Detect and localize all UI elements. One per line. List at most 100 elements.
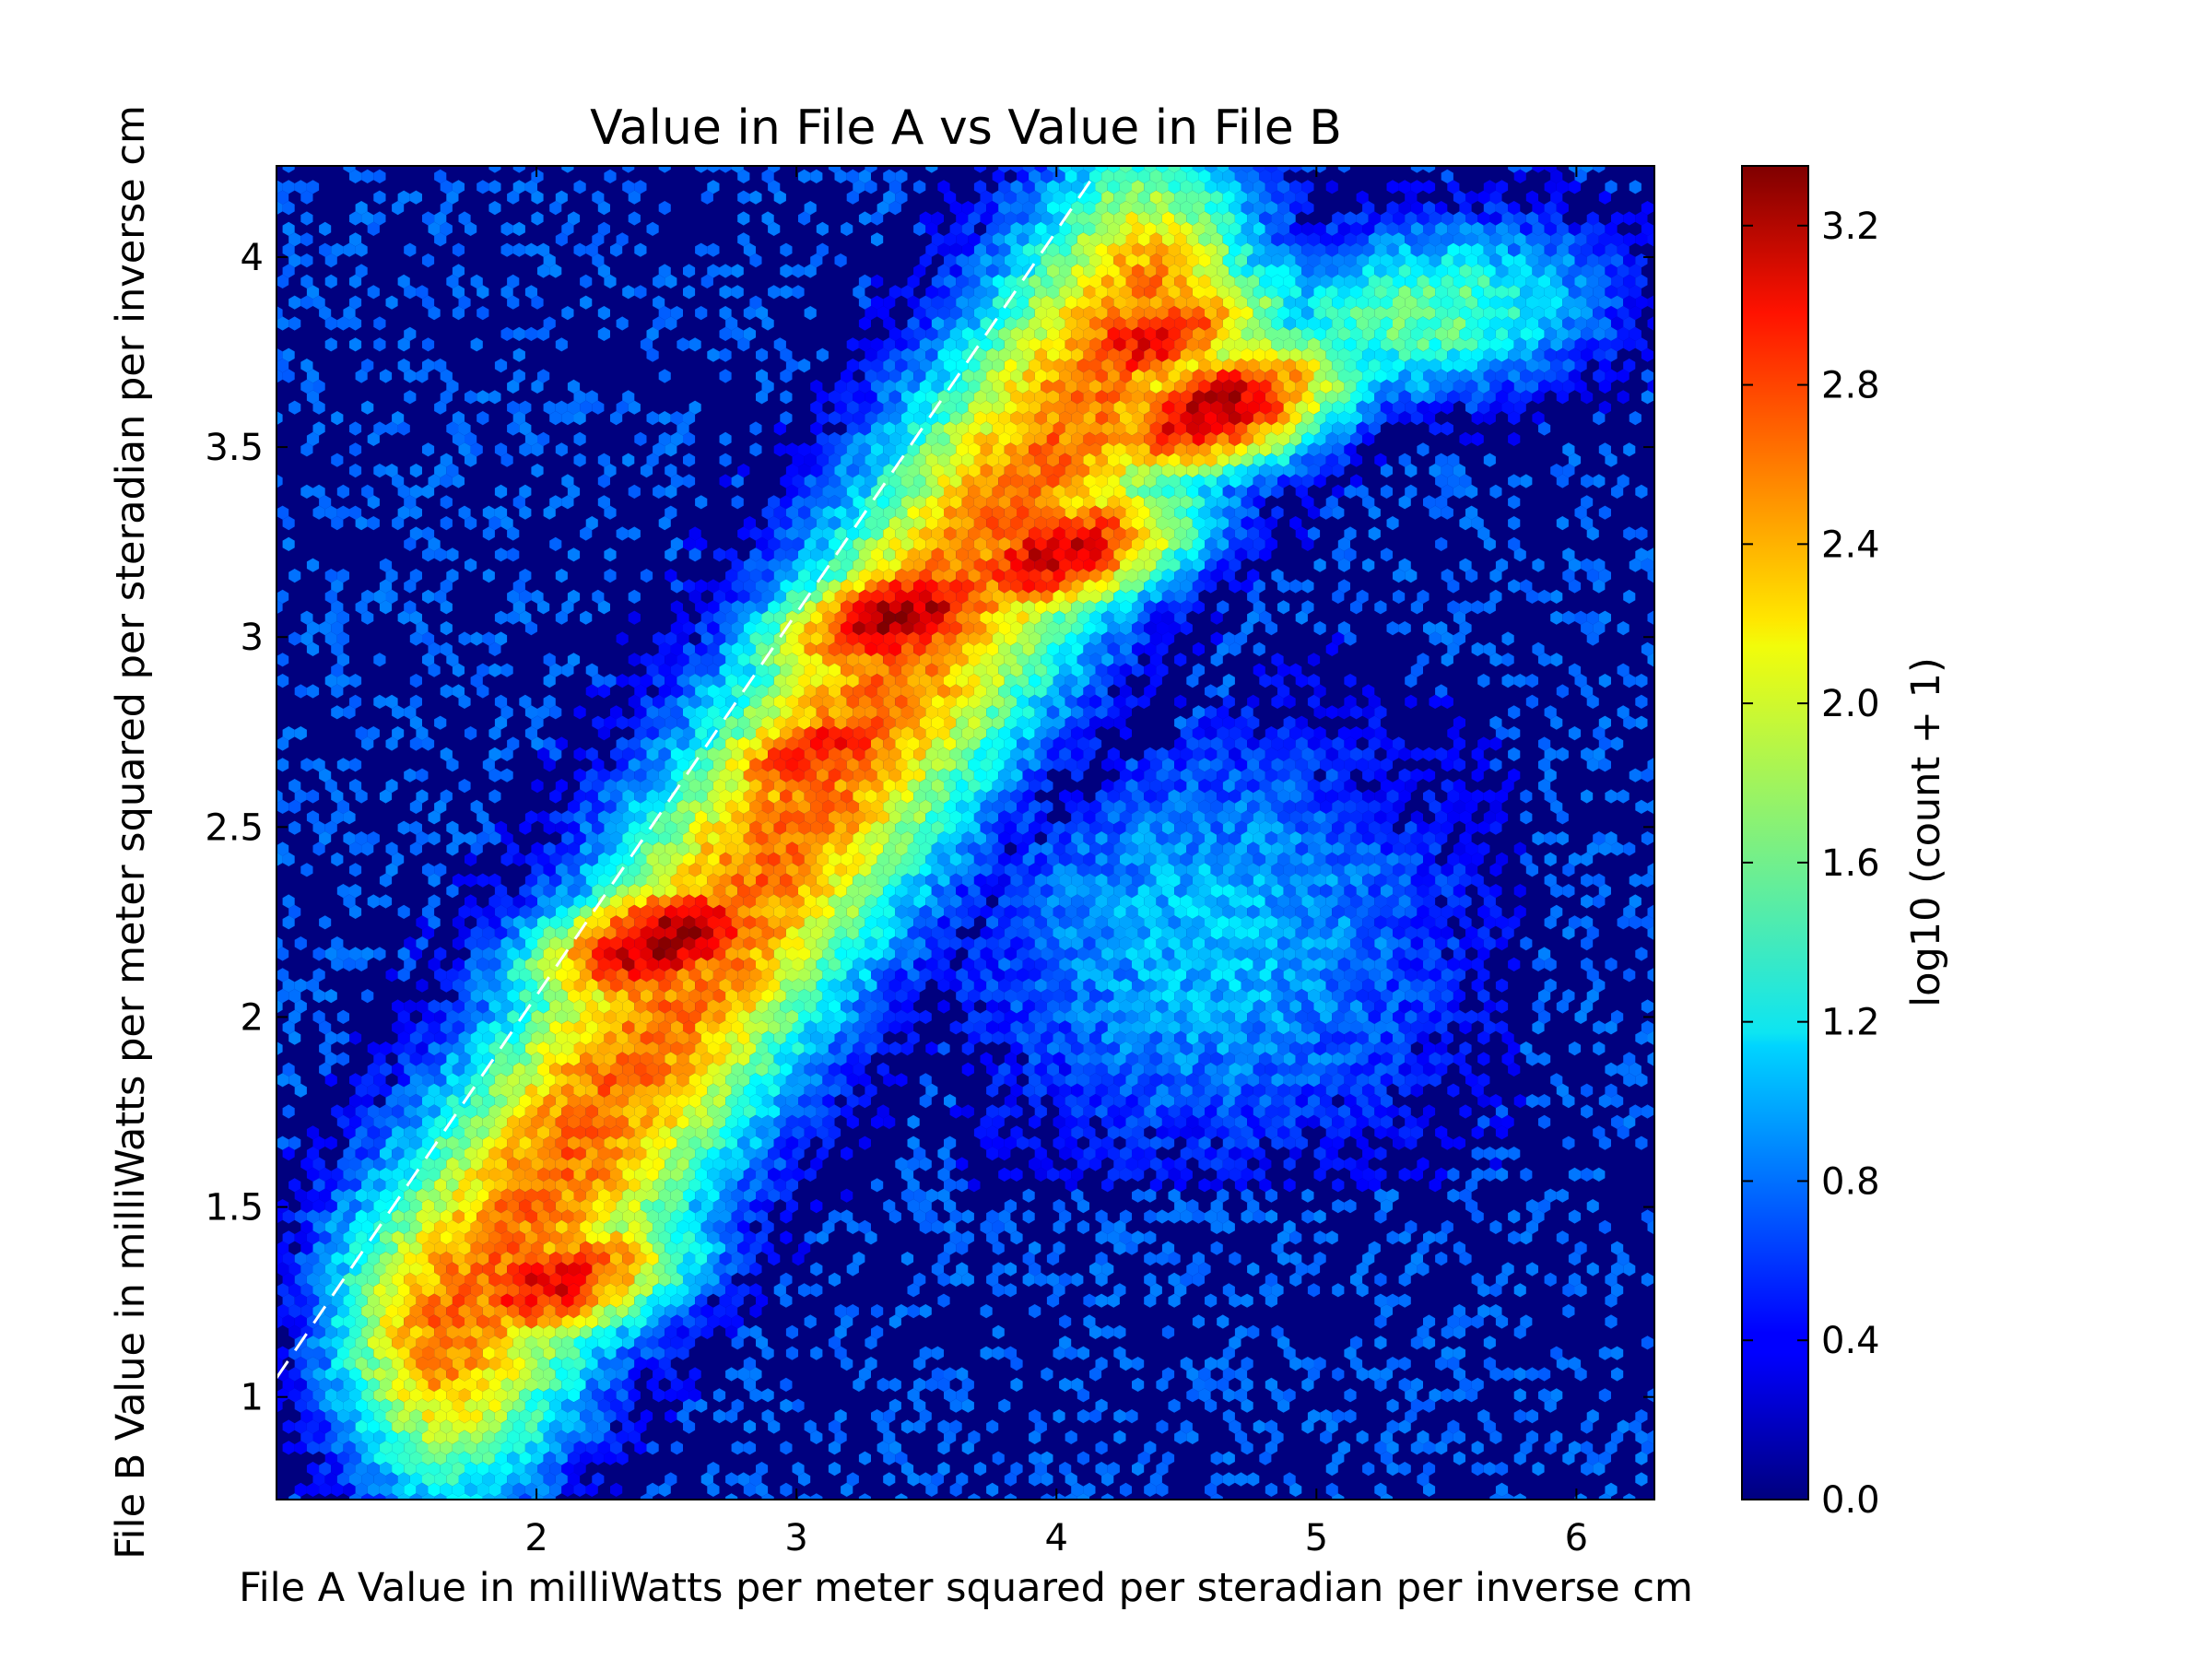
hex-cell: [1132, 242, 1145, 257]
hex-cell: [1301, 166, 1314, 173]
hex-cell: [1471, 306, 1484, 321]
hex-cell: [1465, 232, 1478, 247]
hexbin-cells: [276, 166, 1654, 1500]
hex-cell: [549, 264, 562, 278]
hex-cell: [1435, 264, 1448, 278]
hex-cell: [1605, 326, 1618, 341]
hex-cell: [1186, 337, 1199, 352]
hex-cell: [1593, 242, 1606, 257]
hex-cell: [1168, 326, 1181, 341]
hex-cell: [1611, 211, 1624, 226]
hex-cell: [1017, 169, 1030, 183]
hex-cell: [1253, 326, 1265, 341]
hex-cell: [500, 221, 513, 236]
hex-cell: [1581, 285, 1594, 300]
hex-cell: [973, 285, 987, 300]
hex-cell: [422, 337, 435, 352]
hex-cell: [634, 180, 647, 194]
hex-cell: [1513, 337, 1526, 352]
hex-cell: [1205, 326, 1218, 341]
hex-cell: [470, 337, 483, 352]
hex-cell: [798, 169, 811, 183]
hex-cell: [900, 326, 914, 341]
hex-cell: [1520, 221, 1533, 236]
hex-cell: [1222, 169, 1235, 183]
hex-cell: [1453, 295, 1465, 310]
hex-cell: [1611, 253, 1624, 268]
hex-cell: [1489, 295, 1502, 310]
hex-cell: [1362, 326, 1375, 341]
hex-cell: [324, 316, 337, 331]
hex-cell: [658, 166, 671, 173]
hex-cell: [998, 180, 1011, 194]
hex-cell: [1501, 232, 1514, 247]
hex-cell: [998, 221, 1011, 236]
hex-cell: [1410, 180, 1423, 194]
hex-cell: [1010, 242, 1023, 257]
hex-cell: [1222, 253, 1235, 268]
hex-cell: [1205, 180, 1218, 194]
hex-cell: [1180, 221, 1193, 236]
hex-cell: [888, 180, 901, 194]
hex-cell: [1301, 242, 1314, 257]
hex-cell: [1059, 264, 1072, 278]
hex-cell: [1192, 242, 1205, 257]
hex-cell: [1149, 295, 1162, 310]
hex-cell: [968, 359, 981, 373]
hex-cell: [1435, 285, 1448, 300]
hex-cell: [1532, 221, 1545, 236]
hex-cell: [810, 253, 823, 268]
hex-cell: [1398, 180, 1411, 194]
hex-cell: [1089, 169, 1102, 183]
hex-cell: [968, 274, 981, 288]
hex-cell: [1605, 242, 1618, 257]
hex-cell: [1034, 326, 1047, 341]
hex-cell: [804, 264, 817, 278]
hex-cell: [919, 359, 932, 373]
hex-cell: [1022, 306, 1035, 321]
hex-cell: [871, 295, 884, 310]
hex-cell: [1101, 316, 1114, 331]
hex-cell: [1295, 295, 1308, 310]
hex-cell: [992, 190, 1005, 205]
hex-cell: [1017, 316, 1030, 331]
hex-cell: [1174, 274, 1187, 288]
hex-cell: [998, 347, 1011, 362]
hex-cell: [1574, 316, 1587, 331]
hex-cell: [1217, 264, 1230, 278]
hex-cell: [973, 242, 987, 257]
hex-cell: [1623, 274, 1636, 288]
hex-cell: [1065, 232, 1077, 247]
hex-cell: [756, 347, 769, 362]
hex-cell: [1022, 166, 1035, 173]
hex-cell: [580, 295, 593, 310]
hex-cell: [1198, 211, 1211, 226]
hex-cell: [1350, 264, 1363, 278]
hex-cell: [1398, 347, 1411, 362]
hex-cell: [549, 201, 562, 216]
hex-cell: [1332, 295, 1345, 310]
hex-cell: [580, 274, 593, 288]
hex-cell: [561, 166, 574, 173]
hex-cell: [555, 337, 568, 352]
hex-cell: [1089, 190, 1102, 205]
hex-cell: [1325, 180, 1338, 194]
hex-cell: [968, 232, 981, 247]
hex-cell: [1350, 326, 1363, 341]
hex-cell: [1525, 316, 1538, 331]
hex-cell: [1180, 180, 1193, 194]
hex-cell: [300, 190, 313, 205]
hex-cell: [1508, 285, 1521, 300]
hex-cell: [1077, 274, 1089, 288]
hex-cell: [1489, 232, 1502, 247]
hex-cell: [1156, 180, 1169, 194]
hex-cell: [1586, 337, 1599, 352]
hex-cell: [1046, 306, 1060, 321]
hex-cell: [1065, 253, 1077, 268]
hex-cell: [931, 316, 944, 331]
hex-cell: [973, 264, 987, 278]
hex-cell: [1647, 316, 1654, 331]
hex-cell: [1538, 337, 1551, 352]
hex-cell: [349, 316, 362, 331]
hex-cell: [1362, 285, 1375, 300]
